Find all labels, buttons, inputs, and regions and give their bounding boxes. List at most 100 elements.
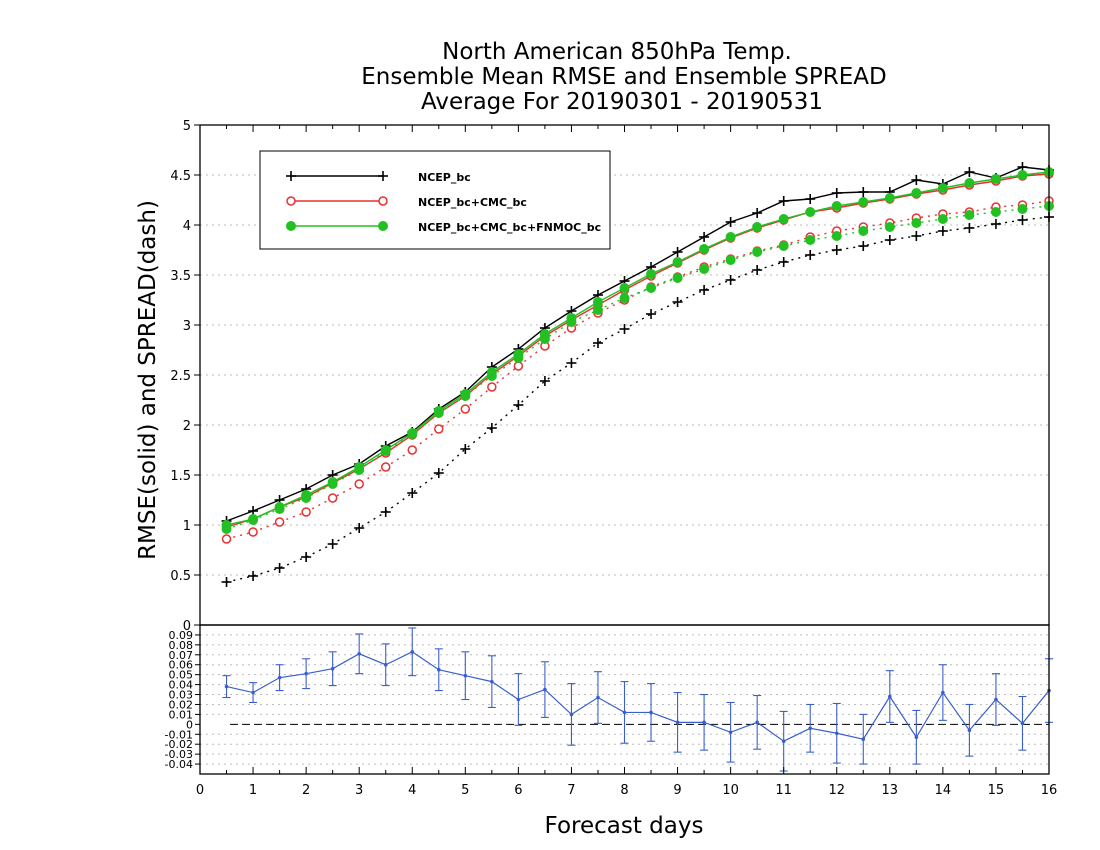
data-point [436, 667, 441, 672]
data-point [513, 361, 524, 371]
title-line-3: Average For 20190301 - 20190531 [421, 89, 823, 115]
data-point [725, 232, 736, 242]
x-tick-label: 0 [196, 783, 204, 798]
data-point [858, 197, 869, 207]
data-point [224, 684, 229, 689]
data-point [752, 247, 763, 257]
series-dash [221, 201, 1054, 534]
data-point [861, 737, 866, 742]
x-tick-label: 15 [988, 783, 1005, 798]
data-point [649, 710, 653, 715]
data-point [646, 269, 657, 279]
data-point [380, 462, 391, 472]
data-point [831, 231, 842, 241]
diff-y-tick-label: -0.04 [165, 758, 193, 771]
data-point [884, 193, 895, 203]
data-point [888, 694, 892, 699]
diff-series [222, 627, 1053, 772]
data-point [596, 695, 600, 700]
data-point [914, 735, 919, 740]
data-point [380, 446, 391, 456]
x-tick-label: 12 [828, 783, 845, 798]
y-tick-label: 4.5 [170, 169, 191, 184]
data-point [755, 720, 759, 725]
legend-items [286, 171, 388, 231]
x-tick-label: 7 [567, 783, 575, 798]
data-point [994, 697, 998, 702]
data-point [911, 188, 922, 198]
data-point [1020, 721, 1025, 726]
x-tick-label: 1 [249, 783, 257, 798]
data-point [251, 690, 255, 695]
data-point [304, 671, 308, 676]
diff-y-tick-label: -0.03 [165, 748, 193, 761]
x-tick-label: 4 [408, 783, 416, 798]
data-point [699, 244, 710, 254]
data-point [619, 283, 630, 293]
data-point [778, 214, 789, 224]
data-point [543, 687, 547, 692]
data-point [301, 493, 312, 503]
diff-series-line [222, 627, 1053, 772]
diff-y-tick-label: 0.07 [169, 649, 194, 662]
diff-y-tick-label: 0.03 [169, 689, 194, 702]
data-point [619, 293, 630, 303]
y-tick-label: 2.5 [170, 369, 191, 384]
data-point [699, 264, 710, 274]
data-point [327, 493, 338, 503]
x-tick-label: 3 [355, 783, 363, 798]
data-point [301, 507, 311, 517]
diff-grid [200, 634, 1049, 765]
data-point [407, 429, 418, 439]
legend-label-3: NCEP_bc+CMC_bc+FNMOC_bc [418, 221, 601, 234]
data-point [1017, 170, 1028, 180]
series-line [226, 166, 1050, 522]
data-point [964, 210, 975, 220]
data-point [330, 666, 335, 671]
data-point [277, 675, 282, 680]
data-point [354, 479, 364, 489]
diff-y-tick-label: 0.01 [169, 708, 194, 721]
data-point [672, 273, 683, 283]
x-tick-label: 2 [302, 783, 310, 798]
legend-box [259, 150, 611, 250]
data-point [378, 196, 388, 206]
x-tick-label: 14 [935, 783, 952, 798]
x-tick-label: 16 [1041, 783, 1058, 798]
data-point [831, 201, 842, 211]
data-point [407, 445, 417, 455]
data-point [805, 235, 816, 245]
legend-label-1: NCEP_bc [418, 171, 471, 184]
data-point [516, 697, 521, 702]
y-tick-label: 2 [183, 419, 191, 434]
y-tick-label: 1.5 [170, 469, 191, 484]
data-point [858, 226, 869, 236]
data-point [460, 391, 471, 401]
x-tick-label: 8 [620, 783, 628, 798]
data-point [725, 255, 736, 265]
diff-y-tick-label: 0 [186, 718, 193, 731]
data-point [592, 305, 603, 315]
series-line [226, 216, 1050, 583]
title-line-2: Ensemble Mean RMSE and Ensemble SPREAD [361, 64, 886, 90]
y-tick-label: 1 [183, 519, 191, 534]
diff-y-tick-label: 0.04 [169, 679, 194, 692]
axes [194, 124, 1050, 775]
data-point [286, 196, 296, 206]
data-point [539, 334, 550, 344]
data-point [383, 662, 388, 667]
data-point [433, 408, 444, 418]
data-point [622, 710, 627, 715]
data-point [463, 673, 468, 678]
data-point [274, 504, 285, 514]
data-point [460, 404, 471, 414]
legend: NCEP_bc NCEP_bc+CMC_bc NCEP_bc+CMC_bc+FN… [259, 150, 611, 250]
diff-y-tick-label: -0.02 [165, 738, 193, 751]
data-point [911, 218, 922, 228]
data-point [778, 241, 789, 251]
data-point [357, 652, 361, 656]
x-tick-label: 5 [461, 783, 469, 798]
data-point [327, 479, 338, 489]
data-point [513, 353, 524, 363]
